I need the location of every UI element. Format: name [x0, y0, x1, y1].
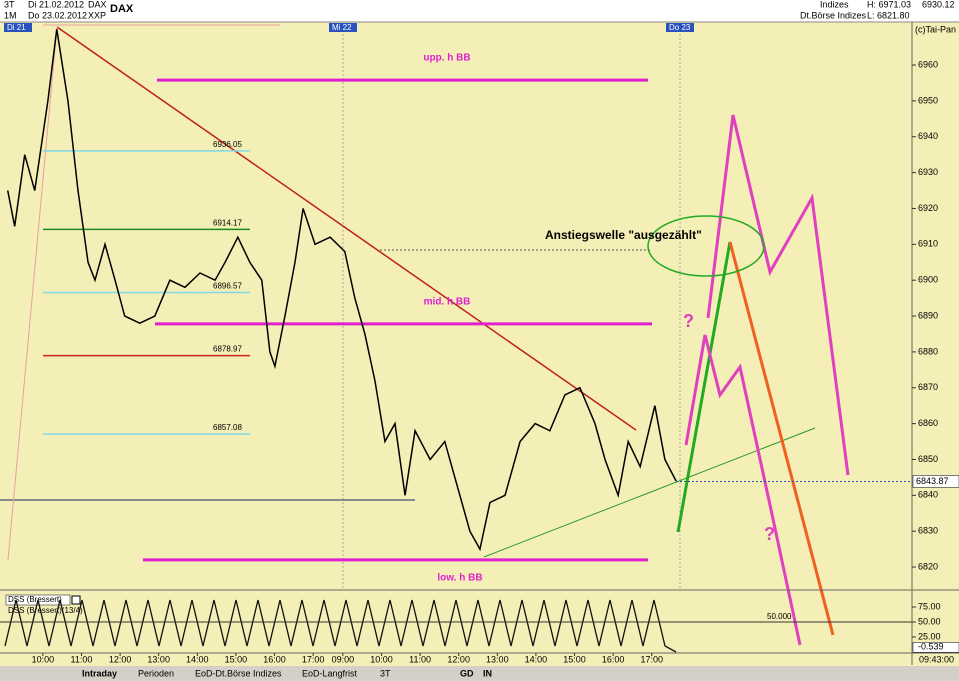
last: 6930.12 — [922, 0, 955, 9]
toolbar-item[interactable]: 3T — [380, 668, 391, 678]
level-label: 6936.05 — [213, 140, 242, 149]
clock: 09:43:00 — [919, 654, 954, 664]
day-marker: Di 21 — [7, 23, 26, 32]
x-tick-label: 17:00 — [302, 654, 325, 664]
header-bar — [0, 0, 959, 22]
y-tick-label: 6900 — [918, 275, 938, 285]
osc-title: DSS (Bressert) — [8, 595, 62, 604]
x-tick-label: 09:00 — [332, 654, 355, 664]
last-value-label: 6843.87 — [916, 476, 949, 486]
band-label: low. h BB — [437, 573, 482, 584]
x-tick-label: 15:00 — [563, 654, 586, 664]
y-tick-label: 6870 — [918, 382, 938, 392]
level-label: 6896.57 — [213, 282, 242, 291]
forecast-path — [706, 114, 850, 476]
oscillator-line — [4, 599, 677, 653]
x-tick-label: 13:00 — [486, 654, 509, 664]
x-tick-label: 17:00 — [640, 654, 663, 664]
y-tick-label: 6960 — [918, 59, 938, 69]
forecast-up — [676, 241, 732, 533]
y-tick-label: 6850 — [918, 454, 938, 464]
current-box — [912, 642, 959, 653]
y-tick-label: 6830 — [918, 526, 938, 536]
current-label: -0.539 — [918, 642, 944, 652]
y-tick-label: 6840 — [918, 490, 938, 500]
high-connector — [7, 26, 58, 561]
x-tick-label: 10:00 — [32, 654, 55, 664]
date-to: Do 23.02.2012 — [28, 10, 87, 20]
osc-add-button[interactable] — [71, 595, 81, 605]
osc-tick-label: 25.00 — [918, 631, 941, 641]
tab[interactable]: EoD-Langfrist — [302, 668, 358, 678]
forecast-path — [684, 334, 802, 646]
x-tick-label: 11:00 — [409, 654, 431, 664]
up-trendline — [483, 427, 816, 558]
band-label: mid. h BB — [424, 297, 471, 308]
x-tick-label: 12:00 — [109, 654, 132, 664]
exchange: XXP — [88, 10, 106, 20]
last-value-box — [912, 475, 959, 488]
x-tick-label: 12:00 — [447, 654, 470, 664]
day-marker: Mi 22 — [332, 23, 352, 32]
y-tick-label: 6820 — [918, 561, 938, 571]
osc-tick-label: 75.00 — [918, 601, 941, 611]
market: Dt.Börse Indizes — [800, 10, 867, 20]
group: Indizes — [820, 0, 849, 9]
x-tick-label: 11:00 — [71, 654, 93, 664]
level-label: 6857.08 — [213, 423, 242, 432]
x-tick-label: 14:00 — [186, 654, 209, 664]
x-tick-label: 10:00 — [370, 654, 393, 664]
tab[interactable]: Intraday — [82, 668, 117, 678]
y-tick-label: 6880 — [918, 346, 938, 356]
level-label: 6878.97 — [213, 345, 242, 354]
highlight-ellipse — [647, 215, 765, 277]
tab-bar — [0, 666, 959, 681]
day-marker-box — [329, 23, 357, 32]
x-tick-label: 15:00 — [225, 654, 248, 664]
interval: 1M — [4, 10, 17, 20]
copyright: (c)Tai-Pan — [915, 24, 956, 34]
toolbar-item[interactable]: IN — [483, 668, 492, 678]
down-trendline — [56, 26, 637, 431]
x-tick-label: 14:00 — [525, 654, 548, 664]
y-tick-label: 6910 — [918, 239, 938, 249]
day-marker: Do 23 — [669, 23, 691, 32]
annotation: ? — [683, 311, 694, 331]
tab[interactable]: EoD-Dt.Börse Indizes — [195, 668, 282, 678]
toolbar-item[interactable]: GD — [460, 668, 474, 678]
x-tick-label: 16:00 — [602, 654, 625, 664]
osc-tick-label: 50.00 — [918, 616, 941, 626]
y-tick-label: 6930 — [918, 167, 938, 177]
osc-label: DSS (Bressert)(13/4) — [8, 606, 83, 615]
symbol-title: DAX — [110, 3, 134, 15]
y-tick-label: 6950 — [918, 95, 938, 105]
x-tick-label: 13:00 — [147, 654, 170, 664]
y-tick-label: 6890 — [918, 310, 938, 320]
forecast-drawings — [647, 114, 850, 646]
x-tick-label: 16:00 — [263, 654, 286, 664]
price-line — [6, 29, 677, 552]
level-label: 6914.17 — [213, 218, 242, 227]
high: H: 6971.03 — [867, 0, 911, 9]
y-tick-label: 6920 — [918, 203, 938, 213]
y-tick-label: 6860 — [918, 418, 938, 428]
annotation: ? — [764, 524, 775, 544]
low: L: 6821.80 — [867, 10, 910, 20]
symbol: DAX — [88, 0, 107, 9]
forecast-down — [728, 241, 835, 636]
day-marker-box — [4, 23, 32, 32]
tab[interactable]: Perioden — [138, 668, 174, 678]
date-from: Di 21.02.2012 — [28, 0, 84, 9]
band-label: upp. h BB — [423, 53, 470, 64]
annotation: Anstiegswelle "ausgezählt" — [545, 228, 702, 242]
period: 3T — [4, 0, 15, 9]
signal-label: 50.000 — [767, 612, 792, 621]
day-marker-box — [666, 23, 694, 32]
y-tick-label: 6940 — [918, 131, 938, 141]
